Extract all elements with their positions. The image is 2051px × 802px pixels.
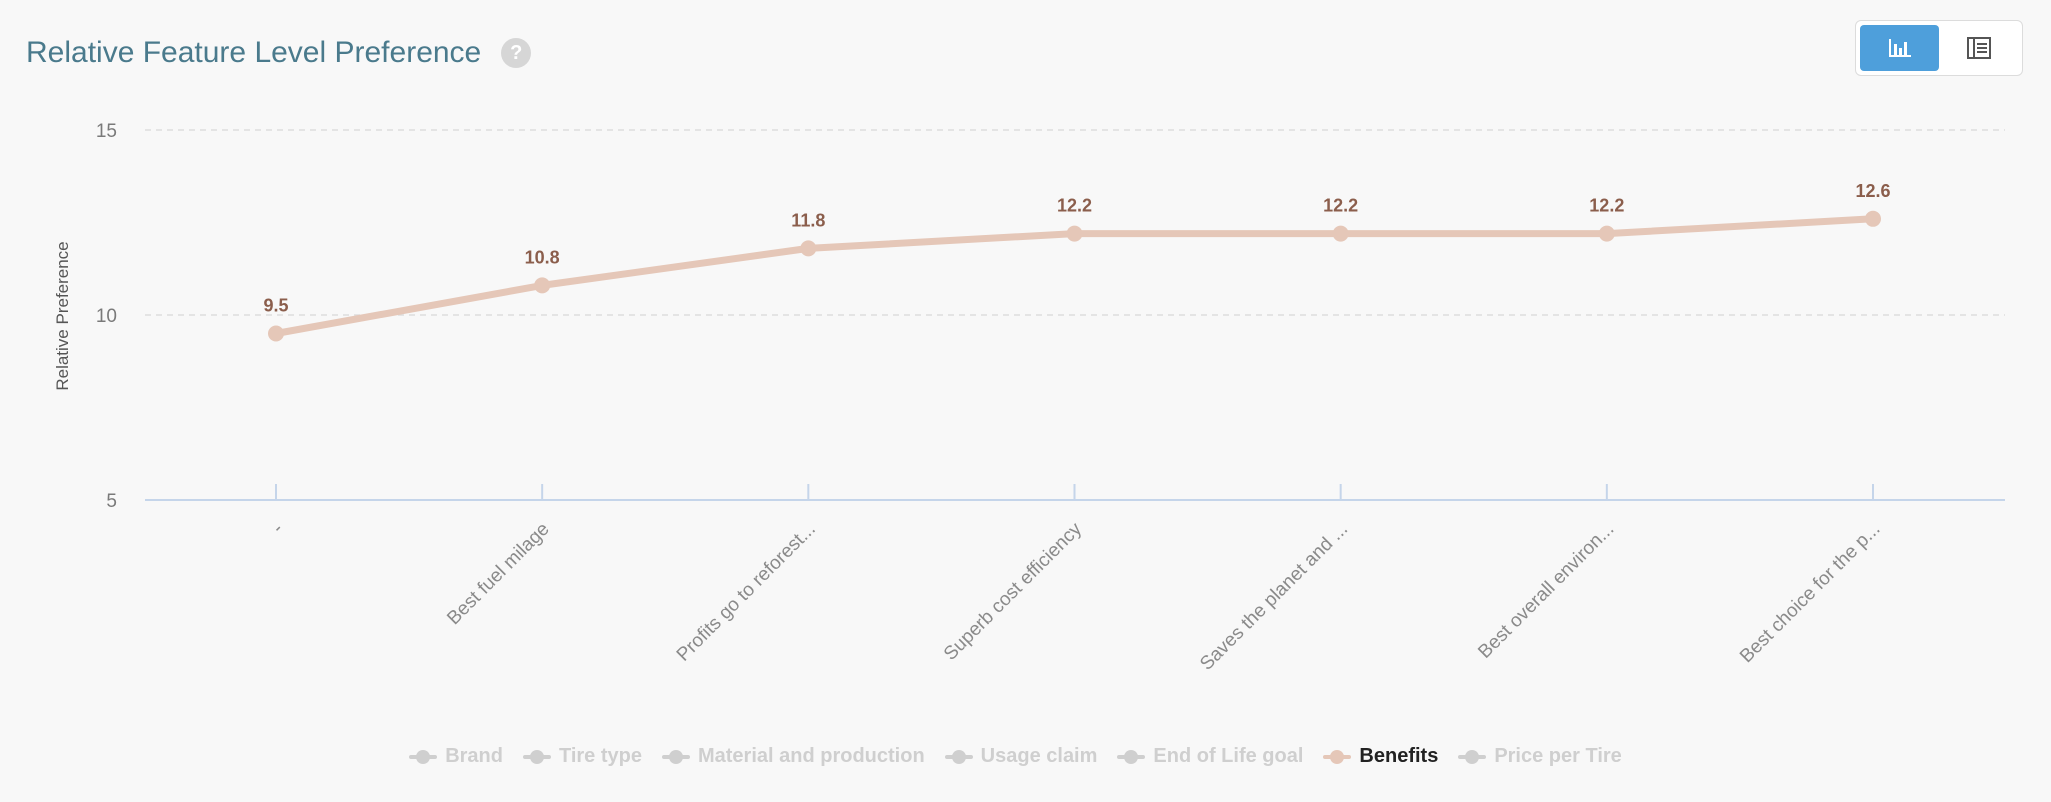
legend-marker-icon xyxy=(1458,749,1487,764)
legend-label: Tire type xyxy=(558,745,642,767)
data-label: 9.5 xyxy=(263,296,288,316)
y-tick-label: 15 xyxy=(96,121,117,142)
data-point xyxy=(268,325,284,342)
y-axis-title: Relative Preference xyxy=(53,241,72,390)
legend-marker-icon xyxy=(522,749,551,764)
x-tick-label: Best fuel milage xyxy=(443,519,553,629)
legend-item[interactable]: Material and production xyxy=(661,745,925,768)
data-point xyxy=(800,240,817,257)
x-tick-label: Profits go to reforest... xyxy=(673,519,820,666)
x-tick-label: - xyxy=(268,519,287,538)
legend-marker-icon xyxy=(944,749,973,764)
series-layer: 9.5 10.8 11.8 12.2 12.2 12.2 12.6 xyxy=(263,181,1891,342)
chart-title: Relative Feature Level Preference xyxy=(26,36,482,69)
axis-layer: 5 10 15 - Best fuel milage Profits go to refo… xyxy=(96,121,2005,675)
legend-marker-icon xyxy=(409,749,438,764)
data-label: 10.8 xyxy=(525,247,560,267)
bar-chart-icon xyxy=(1888,39,1911,57)
data-point xyxy=(534,277,551,294)
legend-item[interactable]: Price per Tire xyxy=(1458,745,1622,768)
legend-label: Price per Tire xyxy=(1494,745,1622,767)
y-tick-label: 5 xyxy=(106,491,117,512)
y-tick-label: 10 xyxy=(96,306,117,327)
table-list-icon xyxy=(1966,37,1991,59)
chart-view-button[interactable] xyxy=(1860,25,1939,71)
table-view-button[interactable] xyxy=(1939,25,2018,71)
x-tick-label: Best choice for the p... xyxy=(1736,519,1885,668)
legend-label: Benefits xyxy=(1359,745,1439,767)
legend-label: End of Life goal xyxy=(1153,745,1304,767)
line-chart: 5 10 15 - Best fuel milage Profits go to refo… xyxy=(53,121,2005,675)
data-point xyxy=(1598,225,1615,242)
legend-item[interactable]: Benefits xyxy=(1323,745,1438,768)
data-label: 12.2 xyxy=(1057,196,1092,216)
data-label: 12.6 xyxy=(1855,181,1890,201)
legend-marker-icon xyxy=(1323,749,1352,764)
question-icon[interactable]: ? xyxy=(501,38,532,68)
x-tick-label: Superb cost efficiency xyxy=(940,518,1086,664)
data-point xyxy=(1865,210,1881,227)
view-toggle xyxy=(1855,20,2023,76)
data-label: 12.2 xyxy=(1589,196,1624,216)
legend-label: Material and production xyxy=(697,745,925,767)
data-point xyxy=(1066,225,1083,242)
legend-item[interactable]: End of Life goal xyxy=(1117,745,1303,768)
x-tick-label: Saves the planet and ... xyxy=(1196,519,1352,675)
legend-item[interactable]: Brand xyxy=(409,745,503,768)
grid-layer xyxy=(145,129,2005,316)
legend-item[interactable]: Tire type xyxy=(522,745,642,768)
x-tick-label: Best overall environ... xyxy=(1474,519,1618,663)
legend-item[interactable]: Usage claim xyxy=(944,745,1098,768)
legend-label: Usage claim xyxy=(980,745,1098,767)
legend-marker-icon xyxy=(661,749,690,764)
chart-header: Relative Feature Level Preference ? xyxy=(26,28,532,78)
legend-marker-icon xyxy=(1117,749,1146,764)
legend: Brand Tire type Material and production Usa… xyxy=(0,745,2051,768)
data-label: 12.2 xyxy=(1323,196,1358,216)
data-label: 11.8 xyxy=(791,210,825,230)
legend-label: Brand xyxy=(445,745,503,767)
data-point xyxy=(1332,225,1349,242)
